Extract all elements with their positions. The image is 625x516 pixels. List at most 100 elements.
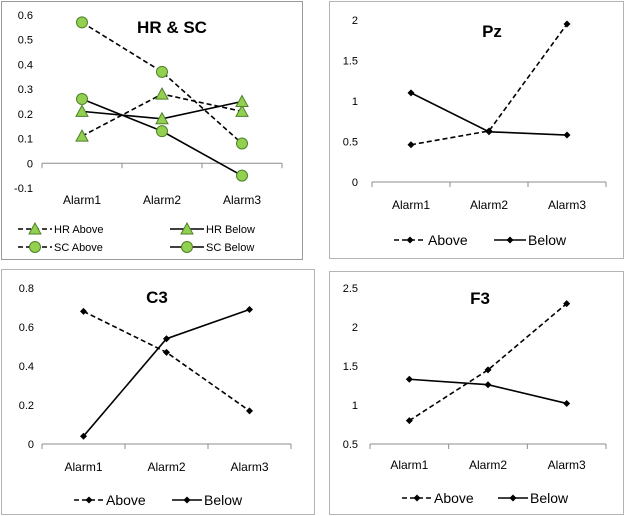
legend-label-below: Below [204,492,243,508]
chart-panel-hr-sc: 0.6 0.5 0.4 0.3 0.2 0.1 0 -0.1 Alarm1 Alarm2 Alarm… [1,1,303,260]
legend-marker-below [509,494,517,502]
legend-label-below: Below [528,232,567,248]
y-tick-label: 0.6 [19,322,34,334]
chart-panel-f3: 2.5 2 1.5 1 0.5 Alarm1 Alarm2 Alarm3 F3 Above Belo… [329,271,624,515]
y-tick-label: 2 [352,15,358,27]
y-tick-label: 0.2 [19,400,34,412]
series-line-above [83,310,250,412]
y-tick-label: 0.4 [19,361,34,373]
y-tick-label: 0.2 [18,109,33,121]
y-tick-label: 0 [352,177,358,189]
y-tick-label: 0.4 [18,59,33,71]
data-point-sc-above [76,16,88,29]
y-tick-label: 1.5 [343,56,358,68]
series-line-above [408,302,568,422]
legend-marker-above [413,494,421,502]
chart-title: Pz [482,22,502,41]
x-category-label: Alarm1 [64,460,102,474]
data-point-above [163,348,170,356]
x-category-label: Alarm2 [469,458,507,472]
chart-title: C3 [146,288,168,307]
data-point-above [80,307,87,315]
legend-label-above: Above [434,490,474,506]
x-category-label: Alarm3 [548,458,586,472]
data-point-above [484,366,492,374]
y-tick-label: 2 [352,322,358,334]
data-point-above [563,20,571,28]
legend-label-sc-above: SC Above [54,242,103,254]
legend-label-hr-above: HR Above [54,224,104,236]
data-point-sc-below [156,125,168,138]
legend-marker-sc-below [181,241,193,253]
data-point-hr-above [235,104,249,117]
data-point-above [246,407,253,415]
data-point-above [563,300,571,308]
data-point-above [407,141,415,149]
y-tick-label: 0.1 [18,134,33,146]
data-point-sc-above [236,137,248,150]
legend-label-below: Below [530,490,569,506]
x-category-label: Alarm1 [392,198,430,212]
hr-sc-chart: 0.6 0.5 0.4 0.3 0.2 0.1 0 -0.1 Alarm1 Alarm2 Alarm… [14,10,283,254]
data-point-hr-above [75,129,89,142]
legend-marker-hr-above [28,221,42,235]
c3-chart: 0.8 0.6 0.4 0.2 0 Alarm1 Alarm2 Alarm3 C3 Above Be… [19,283,292,508]
x-category-label: Alarm3 [230,460,268,474]
legend-marker-below [183,496,191,504]
legend-label-hr-below: HR Below [206,224,255,236]
chart-title: HR & SC [137,18,207,37]
legend-marker-hr-below [180,221,194,235]
series-line-sc-below [81,98,243,177]
data-point-below [163,335,170,343]
y-tick-label: 0.8 [19,283,34,295]
x-category-label: Alarm3 [223,193,261,207]
x-category-label: Alarm3 [548,198,586,212]
chart-panel-c3: 0.8 0.6 0.4 0.2 0 Alarm1 Alarm2 Alarm3 C3 Above Be… [1,269,315,515]
x-category-label: Alarm2 [147,460,185,474]
chart-panel-pz: 2 1.5 1 0.5 0 Alarm1 Alarm2 Alarm3 Pz Above Below [329,1,624,259]
data-point-hr-below [155,111,169,125]
legend-label-above: Above [428,232,468,248]
y-tick-label: 0 [28,439,34,451]
x-category-label: Alarm2 [143,193,181,207]
legend-label-above: Above [106,492,146,508]
data-point-below [563,399,571,407]
f3-chart: 2.5 2 1.5 1 0.5 Alarm1 Alarm2 Alarm3 F3 Above Belo… [343,283,607,506]
data-point-below [246,305,253,313]
chart-title: F3 [470,289,490,308]
y-tick-label: 0.6 [18,10,33,22]
data-point-below [485,128,493,136]
y-tick-label: 1.5 [343,361,358,373]
y-tick-label: 2.5 [343,283,358,295]
data-point-below [407,89,415,97]
y-tick-label: 0.3 [18,84,33,96]
x-category-label: Alarm2 [470,198,508,212]
data-point-below [484,381,492,389]
series-line-below [82,308,250,437]
legend-marker-below [506,236,514,244]
data-point-hr-below [75,104,89,117]
data-point-sc-below [76,93,88,106]
y-tick-label: 0.5 [343,439,358,451]
data-point-hr-below [235,94,249,107]
x-category-label: Alarm1 [390,458,428,472]
y-tick-label: -0.1 [14,183,33,195]
data-point-below [405,375,413,383]
data-point-below [563,131,571,139]
legend-marker-above [406,236,414,244]
data-point-sc-below [236,169,248,182]
y-tick-label: 0 [27,158,33,170]
legend-marker-above [85,496,93,504]
legend-marker-sc-above [29,241,41,253]
pz-chart: 2 1.5 1 0.5 0 Alarm1 Alarm2 Alarm3 Pz Above Below [343,15,607,248]
y-tick-label: 0.5 [343,137,358,149]
y-tick-label: 1 [352,400,358,412]
legend-label-sc-below: SC Below [206,242,254,254]
data-point-sc-above [156,65,168,78]
x-category-label: Alarm1 [63,193,101,207]
y-tick-label: 0.5 [18,35,33,47]
data-point-below [80,432,87,440]
series-line-above [410,23,568,146]
data-point-above [405,417,413,425]
data-point-hr-above [155,87,169,100]
